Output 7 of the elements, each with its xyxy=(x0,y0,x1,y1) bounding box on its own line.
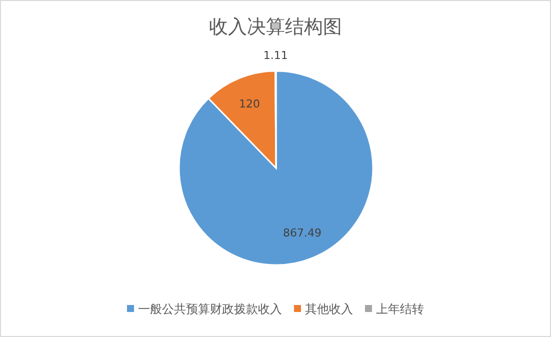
legend-label: 其他收入 xyxy=(305,302,353,316)
data-label: 1.11 xyxy=(263,49,288,62)
data-label: 120 xyxy=(239,97,260,110)
legend-label: 上年结转 xyxy=(376,302,424,316)
chart-title: 收入决算结构图 xyxy=(209,16,342,38)
legend-label: 一般公共预算财政拨款收入 xyxy=(138,302,282,316)
data-label: 867.49 xyxy=(282,226,322,240)
